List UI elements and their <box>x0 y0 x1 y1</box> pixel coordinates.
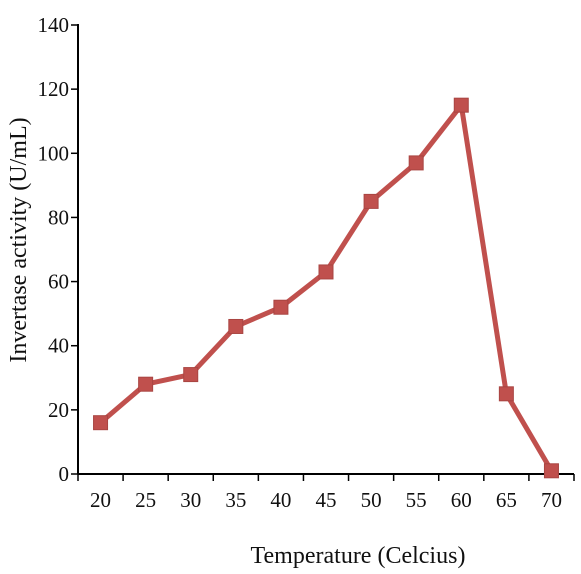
x-tick-label: 60 <box>451 488 472 512</box>
y-tick-label: 100 <box>38 141 70 165</box>
data-point-marker <box>228 318 244 334</box>
ticks: 0 20 40 60 80 100 120 140 20 25 30 35 40 45 50 55 60 65 70 <box>38 13 575 512</box>
y-tick-label: 140 <box>38 13 70 37</box>
data-point-marker <box>453 97 469 113</box>
axes <box>77 24 574 475</box>
data-point-marker <box>543 463 559 479</box>
series <box>93 97 559 479</box>
x-axis-title: Temperature (Celcius) <box>251 543 466 569</box>
data-point-marker <box>318 264 334 280</box>
x-tick-label: 45 <box>316 488 337 512</box>
data-point-marker <box>363 193 379 209</box>
x-tick-label: 55 <box>406 488 427 512</box>
data-point-marker <box>93 415 109 431</box>
data-point-marker <box>408 155 424 171</box>
x-tick-label: 40 <box>270 488 291 512</box>
y-axis-title: Invertase activity (U/mL) <box>6 117 32 362</box>
x-tick-label: 20 <box>90 488 111 512</box>
data-point-marker <box>183 367 199 383</box>
y-tick-label: 0 <box>59 462 70 486</box>
x-tick-label: 35 <box>225 488 246 512</box>
x-tick-label: 70 <box>541 488 562 512</box>
y-tick-label: 80 <box>48 205 69 229</box>
data-point-marker <box>138 376 154 392</box>
y-tick-label: 40 <box>48 334 69 358</box>
x-tick-label: 25 <box>135 488 156 512</box>
x-tick-label: 65 <box>496 488 517 512</box>
series-line <box>98 102 554 474</box>
y-tick-label: 60 <box>48 270 69 294</box>
y-tick-label: 120 <box>38 77 70 101</box>
data-point-marker <box>498 386 514 402</box>
x-tick-label: 30 <box>180 488 201 512</box>
data-point-marker <box>273 299 289 315</box>
y-tick-label: 20 <box>48 398 69 422</box>
x-tick-label: 50 <box>361 488 382 512</box>
